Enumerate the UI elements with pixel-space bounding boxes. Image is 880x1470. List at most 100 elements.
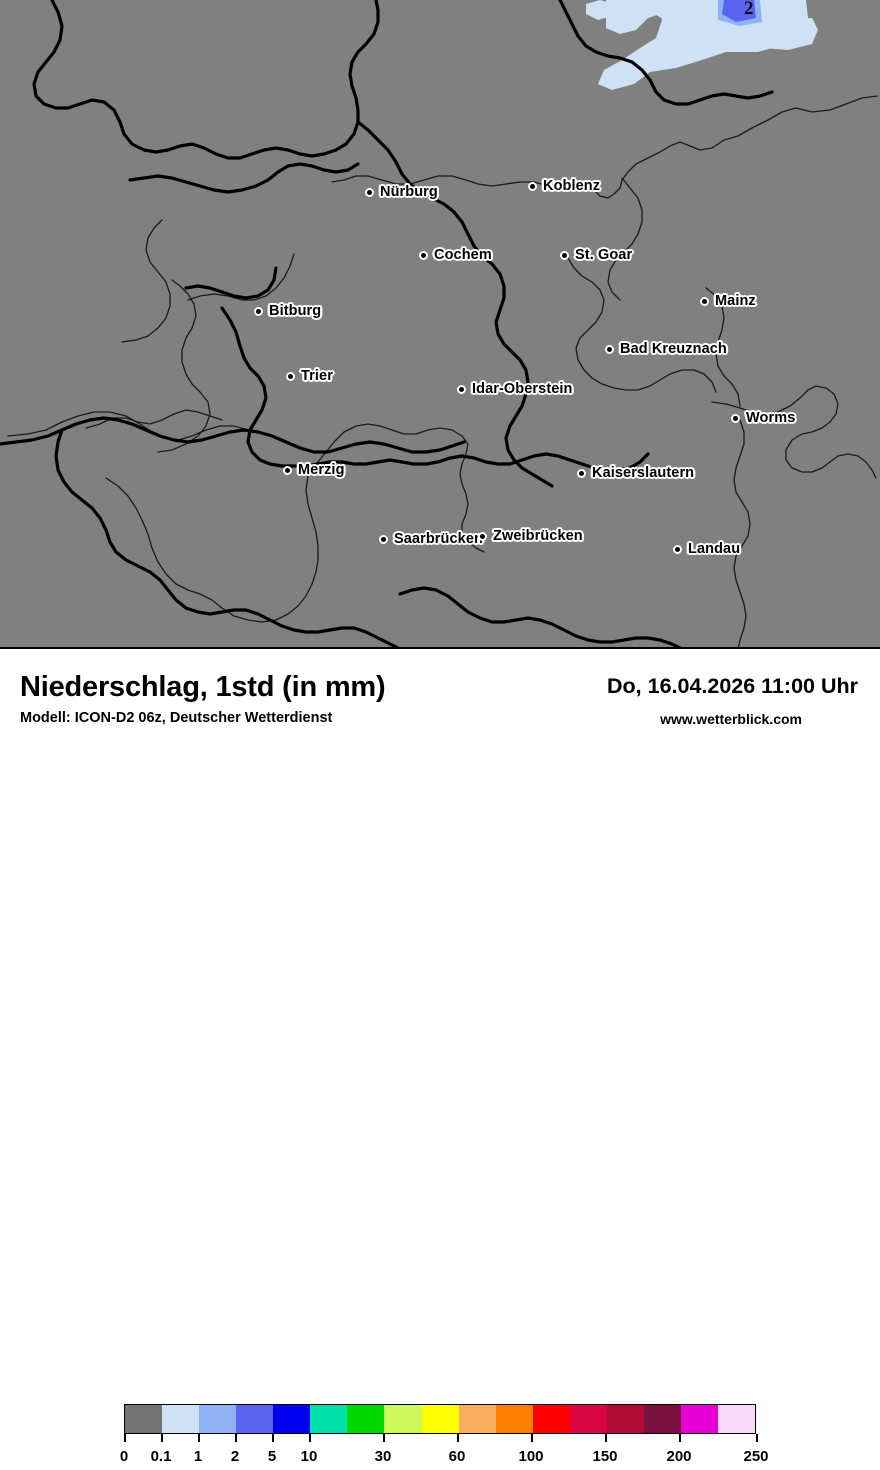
scale-tick (605, 1434, 607, 1442)
scale-tick (235, 1434, 237, 1442)
color-swatch (495, 1405, 533, 1433)
scale-tick (457, 1434, 459, 1442)
scale-tick-label: 100 (518, 1448, 544, 1465)
city-dot-icon (560, 250, 569, 260)
city-dot-icon (673, 544, 682, 554)
city-label: Koblenz (543, 178, 601, 194)
city-marker-zweibrucken[interactable]: Zweibrücken (478, 528, 583, 544)
city-label: Merzig (298, 462, 345, 478)
color-swatch (310, 1405, 348, 1433)
color-swatch (273, 1405, 311, 1433)
city-dot-icon (700, 296, 709, 306)
color-swatch (125, 1405, 163, 1433)
precip-patch-light (586, 0, 614, 20)
city-dot-icon (419, 250, 428, 260)
scale-tick-label: 2 (230, 1448, 240, 1465)
scale-tick (531, 1434, 533, 1442)
city-marker-nurburg[interactable]: Nürburg (365, 184, 438, 200)
city-label: Landau (688, 541, 741, 557)
page-title: Niederschlag, 1std (in mm) (20, 671, 386, 703)
color-scale: 0 0.1 1 2 5 10 30 60 100 150 200 250 (120, 1404, 769, 1470)
city-marker-cochem[interactable]: Cochem (419, 247, 492, 263)
city-dot-icon (379, 534, 388, 544)
precip-patch-light (606, 0, 660, 34)
city-dot-icon (605, 344, 614, 354)
city-label: Trier (301, 368, 333, 384)
color-swatch (569, 1405, 607, 1433)
precipitation-map[interactable]: 2 Nürburg Koblenz Cochem St. Goar Mainz … (0, 0, 880, 649)
color-swatch (421, 1405, 459, 1433)
color-swatch (532, 1405, 570, 1433)
city-marker-mainz[interactable]: Mainz (700, 293, 756, 309)
valid-time: Do, 16.04.2026 11:00 Uhr (607, 674, 858, 698)
scale-tick (124, 1434, 126, 1442)
city-dot-icon (283, 465, 292, 475)
city-marker-koblenz[interactable]: Koblenz (528, 178, 600, 194)
city-marker-idar-oberstein[interactable]: Idar-Oberstein (457, 381, 573, 397)
city-dot-icon (286, 371, 295, 381)
color-swatch (162, 1405, 200, 1433)
precip-layer (586, 0, 818, 90)
scale-tick-label: 1 (193, 1448, 203, 1465)
color-scale-ticks (124, 1434, 758, 1448)
color-swatch (606, 1405, 644, 1433)
city-dot-icon (731, 413, 740, 423)
city-marker-merzig[interactable]: Merzig (283, 462, 345, 478)
color-swatch (458, 1405, 496, 1433)
scale-tick-label: 0.1 (150, 1448, 172, 1465)
city-marker-trier[interactable]: Trier (286, 368, 333, 384)
city-label: Nürburg (380, 184, 438, 200)
color-swatch (718, 1405, 756, 1433)
scale-tick (161, 1434, 163, 1442)
model-subtitle: Modell: ICON-D2 06z, Deutscher Wetterdie… (20, 710, 333, 726)
scale-tick-label: 10 (300, 1448, 318, 1465)
color-swatch (680, 1405, 718, 1433)
city-marker-landau[interactable]: Landau (673, 541, 740, 557)
map-geometry (0, 0, 878, 647)
scale-tick (679, 1434, 681, 1442)
scale-tick (756, 1434, 758, 1442)
precip-patch-dark (722, 0, 756, 22)
city-label: Kaiserslautern (592, 465, 695, 481)
color-swatch (199, 1405, 237, 1433)
color-swatch (347, 1405, 385, 1433)
city-dot-icon (478, 531, 487, 541)
color-scale-labels: 0 0.1 1 2 5 10 30 60 100 150 200 250 (120, 1448, 769, 1470)
color-scale-swatches[interactable] (124, 1404, 756, 1434)
scale-tick-label: 60 (448, 1448, 466, 1465)
city-label: Mainz (715, 293, 756, 309)
major-boundaries (0, 0, 774, 647)
contour-value-label: 2 (744, 0, 754, 19)
city-label: Zweibrücken (493, 528, 583, 544)
scale-tick-label: 150 (592, 1448, 618, 1465)
city-dot-icon (528, 181, 537, 191)
city-dot-icon (577, 468, 586, 478)
scale-tick-label: 5 (267, 1448, 277, 1465)
scale-tick-label: 200 (666, 1448, 692, 1465)
footer-panel: Niederschlag, 1std (in mm) Modell: ICON-… (0, 649, 880, 1465)
precip-patch-light (748, 18, 818, 50)
city-marker-kaiserslautern[interactable]: Kaiserslautern (577, 465, 694, 481)
city-dot-icon (365, 187, 374, 197)
site-url: www.wetterblick.com (660, 711, 802, 727)
color-swatch (384, 1405, 422, 1433)
scale-tick-label: 0 (119, 1448, 129, 1465)
city-label: Worms (746, 410, 796, 426)
city-label: Bitburg (269, 303, 322, 319)
city-label: Bad Kreuznach (620, 341, 727, 357)
city-marker-st-goar[interactable]: St. Goar (560, 247, 632, 263)
scale-tick-label: 30 (374, 1448, 392, 1465)
city-dot-icon (457, 384, 466, 394)
city-label: Idar-Oberstein (472, 381, 573, 397)
scale-tick (309, 1434, 311, 1442)
city-marker-worms[interactable]: Worms (731, 410, 795, 426)
inner-boundaries (7, 95, 878, 647)
color-swatch (236, 1405, 274, 1433)
scale-tick (383, 1434, 385, 1442)
city-label: St. Goar (575, 247, 633, 263)
city-marker-bad-kreuznach[interactable]: Bad Kreuznach (605, 341, 727, 357)
city-dot-icon (254, 306, 263, 316)
city-marker-bitburg[interactable]: Bitburg (254, 303, 321, 319)
city-marker-saarbrucken[interactable]: Saarbrücken (379, 531, 483, 547)
